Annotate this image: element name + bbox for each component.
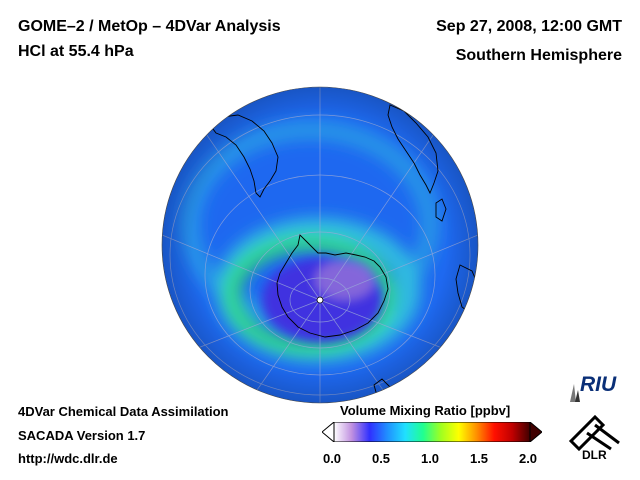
colorbar-tick-2: 1.0: [420, 451, 440, 466]
colorbar-tick-0: 0.0: [322, 451, 342, 466]
south-pole-marker: [316, 296, 324, 304]
timestamp-label: Sep 27, 2008, 12:00 GMT: [436, 18, 622, 35]
colorbar-tick-4: 2.0: [518, 451, 538, 466]
footer-assimilation-label: 4DVar Chemical Data Assimilation: [18, 404, 229, 419]
southern-hemisphere-globe: [161, 86, 479, 404]
colorbar: [322, 422, 542, 442]
colorbar-title: Volume Mixing Ratio [ppbv]: [340, 403, 511, 418]
colorbar-over-arrow: [529, 422, 542, 442]
colorbar-tick-1: 0.5: [371, 451, 391, 466]
dlr-logo-icon: [568, 414, 620, 452]
riu-logo-text: RIU: [580, 373, 617, 396]
map-title: GOME–2 / MetOp – 4DVar Analysis: [18, 18, 281, 35]
dlr-logo-text: DLR: [582, 448, 607, 462]
colorbar-tick-3: 1.5: [469, 451, 489, 466]
footer-url-link[interactable]: http://wdc.dlr.de: [18, 451, 118, 466]
hemisphere-label: Southern Hemisphere: [455, 47, 622, 64]
species-level-label: HCl at 55.4 hPa: [18, 43, 134, 60]
colorbar-gradient: [333, 422, 531, 442]
riu-logo-icon: [570, 384, 580, 402]
footer-version-label: SACADA Version 1.7: [18, 428, 146, 443]
colorbar-under-arrow: [322, 422, 335, 442]
globe-outline: [161, 86, 479, 404]
